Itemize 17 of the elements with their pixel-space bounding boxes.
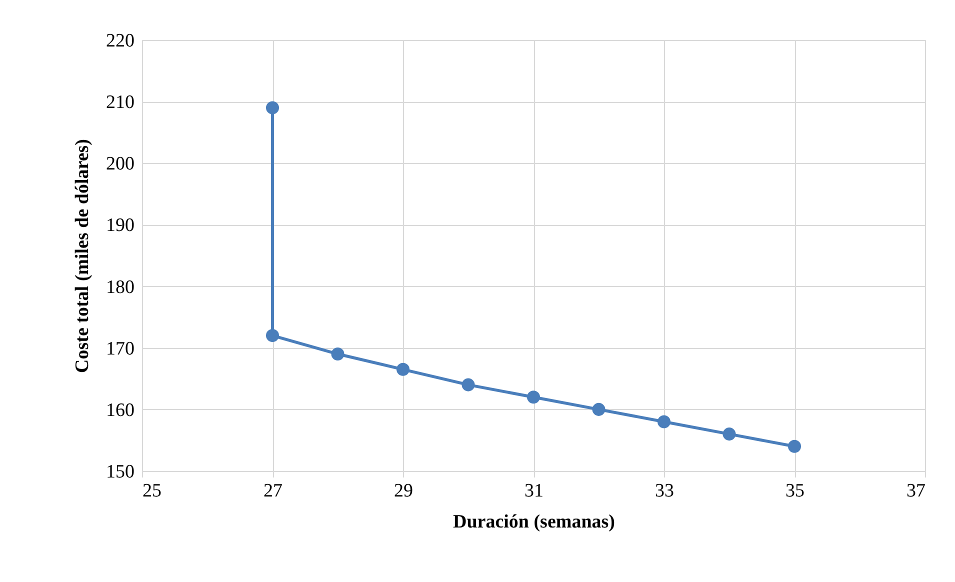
y-tick-label: 150 <box>106 462 134 482</box>
x-tick-label: 37 <box>906 480 926 502</box>
x-tick-label: 25 <box>142 480 162 502</box>
x-tick-label: 27 <box>264 480 282 502</box>
y-tick-label: 190 <box>106 215 134 236</box>
x-tick-label: 35 <box>786 480 804 502</box>
x-tick-label: 33 <box>655 480 674 502</box>
y-tick-label: 170 <box>106 338 134 360</box>
y-tick-label: 180 <box>106 276 134 298</box>
y-tick-label: 200 <box>106 154 134 175</box>
y-tick-label: 210 <box>106 92 134 114</box>
x-axis-title: Duración (semanas) <box>452 512 616 532</box>
x-tick-label: 29 <box>394 480 413 502</box>
x-tick-label: 31 <box>524 480 544 502</box>
y-tick-label: 220 <box>106 30 134 52</box>
y-tick-label: 160 <box>106 400 134 421</box>
y-axis-title: Coste total (miles de dólares) <box>72 139 93 373</box>
